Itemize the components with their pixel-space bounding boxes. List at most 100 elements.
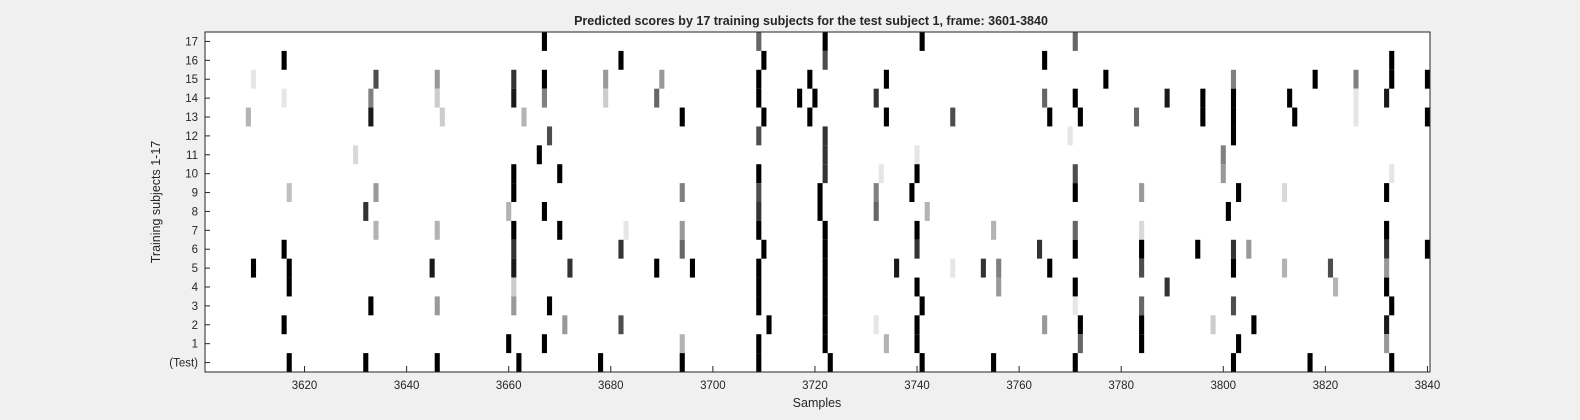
y-tick-label: 17 — [185, 36, 198, 48]
heatmap-cell — [756, 164, 762, 184]
heatmap-cell — [654, 88, 660, 108]
heatmap-cell — [950, 107, 956, 127]
heatmap-cell — [511, 69, 517, 89]
heatmap-cell — [439, 107, 445, 127]
heatmap-cell — [822, 32, 828, 51]
heatmap-cell — [1236, 334, 1242, 354]
heatmap-cell — [1389, 69, 1395, 89]
heatmap-cell — [797, 88, 803, 108]
y-tick-label: 2 — [192, 320, 198, 332]
heatmap-cell — [991, 220, 997, 240]
heatmap-cell — [434, 220, 440, 240]
heatmap-cell — [353, 145, 359, 165]
heatmap-cell — [623, 220, 629, 240]
heatmap-cell — [541, 32, 547, 51]
heatmap-cell — [919, 296, 925, 316]
heatmap-cell — [914, 145, 920, 165]
heatmap-cell — [873, 183, 879, 202]
heatmap-cell — [883, 107, 889, 127]
heatmap-cell — [618, 50, 624, 70]
heatmap-cell — [1047, 258, 1053, 278]
heatmap-cell — [603, 69, 609, 89]
heatmap-cell — [1220, 164, 1226, 184]
heatmap-cell — [1139, 220, 1145, 240]
heatmap-cell — [1281, 183, 1288, 202]
heatmap-cell — [822, 315, 828, 335]
y-tick-label: 8 — [192, 206, 198, 218]
heatmap-cell — [822, 126, 828, 146]
heatmap-cell — [1251, 315, 1257, 335]
heatmap-cell — [1047, 107, 1053, 127]
heatmap-cell — [1139, 315, 1145, 335]
heatmap-cell — [1384, 220, 1390, 240]
heatmap-cell — [883, 334, 889, 354]
heatmap-cell — [1042, 315, 1048, 335]
heatmap-cell — [1287, 88, 1293, 108]
heatmap-cell — [511, 239, 517, 259]
heatmap-cell — [567, 258, 573, 278]
heatmap-cell — [434, 88, 440, 108]
y-tick-labels: 17 16 15 14 13 12 11 10 9 8 7 6 5 4 3 2 1 (Test) — [169, 36, 210, 370]
heatmap-cell — [1072, 183, 1078, 202]
heatmap-cell — [1333, 277, 1339, 297]
heatmap-cell — [1077, 315, 1083, 335]
heatmap-cell — [654, 258, 660, 278]
heatmap-cell — [281, 50, 287, 70]
heatmap-cell — [1225, 202, 1231, 221]
heatmap-cell — [536, 145, 542, 165]
heatmap-cell — [1230, 353, 1237, 372]
heatmap-cell — [1077, 107, 1083, 127]
heatmap-cell — [807, 69, 813, 89]
heatmap-cell — [1067, 126, 1073, 146]
y-tick-label: 5 — [192, 263, 198, 275]
x-tick-label: 3760 — [1006, 380, 1032, 392]
heatmap-cell — [1384, 277, 1390, 297]
heatmap-cell — [914, 315, 920, 335]
x-tick-label: 3740 — [904, 380, 930, 392]
heatmap-cell — [756, 258, 762, 278]
heatmap-cell — [286, 258, 292, 278]
heatmap-cell — [817, 202, 823, 221]
x-tick-label: 3800 — [1210, 380, 1236, 392]
heatmap-cell — [1389, 296, 1395, 316]
heatmap-cell — [1312, 69, 1318, 89]
heatmap-cell — [756, 202, 762, 221]
heatmap-cell — [914, 239, 920, 259]
heatmap-cell — [894, 258, 900, 278]
heatmap-cell — [919, 353, 925, 372]
heatmap-cell — [1220, 145, 1226, 165]
heatmap-cell — [914, 277, 920, 297]
heatmap-cell — [1072, 32, 1078, 51]
y-tick-label: 12 — [185, 131, 198, 143]
heatmap-cell — [511, 220, 517, 240]
y-tick-label: 16 — [185, 55, 198, 67]
y-axis-label: Training subjects 1-17 — [149, 141, 163, 264]
heatmap-cell — [679, 107, 685, 127]
heatmap-cell — [756, 183, 762, 202]
heatmap-cell — [546, 296, 553, 316]
heatmap-cell — [756, 220, 762, 240]
heatmap-cell — [1195, 239, 1201, 259]
heatmap-cell — [1036, 239, 1043, 259]
x-axis-label: Samples — [793, 396, 842, 410]
heatmap-cell — [541, 88, 547, 108]
heatmap-cell — [756, 334, 762, 354]
heatmap-cell — [822, 145, 828, 165]
heatmap-cell — [756, 277, 762, 297]
heatmap-cell — [817, 183, 823, 202]
heatmap-cell — [1103, 69, 1109, 89]
heatmap-cell — [873, 88, 879, 108]
x-tick-label: 3720 — [802, 380, 828, 392]
plot-frame — [204, 31, 1431, 373]
heatmap-cell — [1384, 258, 1390, 278]
heatmap-cell — [511, 277, 517, 297]
y-tick-label: 3 — [192, 301, 198, 313]
heatmap-cell — [822, 239, 828, 259]
heatmap-cell — [914, 334, 920, 354]
heatmap-cell — [541, 334, 547, 354]
heatmap-cell — [996, 277, 1002, 297]
heatmap-cell — [1072, 88, 1078, 108]
heatmap-cell — [1281, 258, 1288, 278]
x-tick-label: 3840 — [1415, 380, 1441, 392]
heatmap-cell — [1200, 107, 1206, 127]
